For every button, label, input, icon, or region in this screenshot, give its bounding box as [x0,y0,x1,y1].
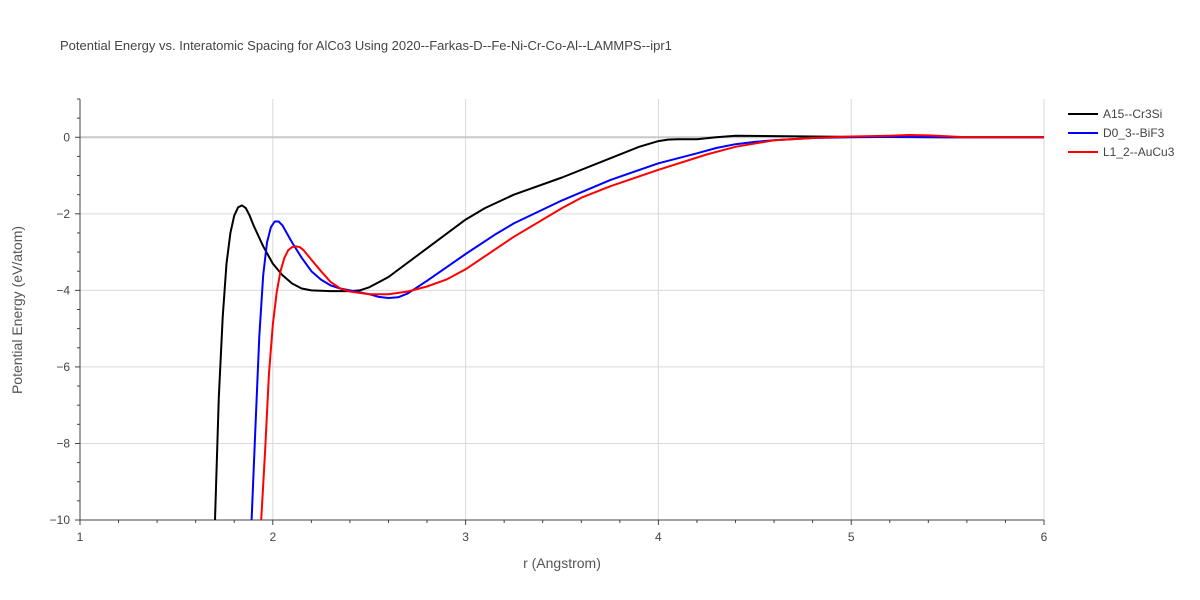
x-tick-label: 5 [848,530,855,544]
x-axis-title: r (Angstrom) [523,555,601,571]
x-tick-label: 6 [1041,530,1048,544]
y-tick-label: −2 [56,207,70,221]
chart-title: Potential Energy vs. Interatomic Spacing… [60,38,672,53]
x-tick-label: 4 [655,530,662,544]
series-layer [214,134,1044,520]
y-tick-label: −6 [56,360,70,374]
y-tick-label: −10 [50,513,71,527]
y-tick-label: −4 [56,283,70,297]
tick-labels: 1 2 3 4 5 6 −10 −8 −6 −4 −2 0 [50,130,1048,544]
axes [75,98,1045,525]
x-tick-label: 1 [77,530,84,544]
x-tick-label: 3 [462,530,469,544]
legend-label: L1_2--AuCu3 [1103,145,1175,159]
legend-label: D0_3--BiF3 [1103,126,1165,140]
series-line-0 [214,134,1044,520]
y-axis-title: Potential Energy (eV/atom) [9,226,25,394]
legend: A15--Cr3Si D0_3--BiF3 L1_2--AuCu3 [1068,107,1175,159]
grid [80,99,1045,520]
series-line-2 [260,134,1044,520]
y-tick-label: −8 [56,436,70,450]
legend-label: A15--Cr3Si [1103,107,1162,121]
y-tick-label: 0 [63,130,70,144]
series-line-1 [250,135,1044,520]
x-tick-label: 2 [269,530,276,544]
